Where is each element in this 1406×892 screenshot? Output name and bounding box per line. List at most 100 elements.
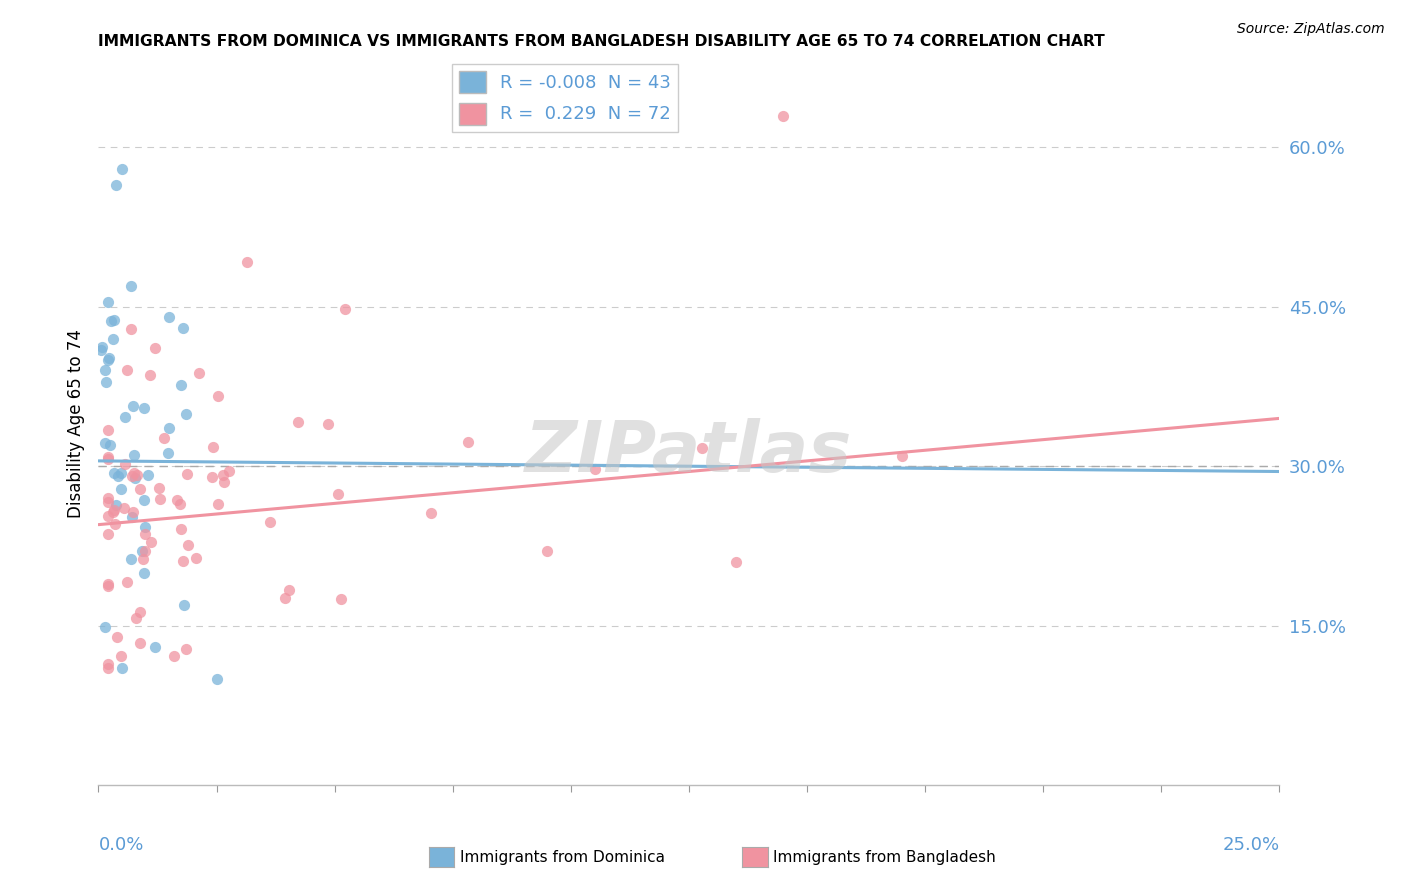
- Point: [163, 648, 186, 663]
- Point: [97, 423, 120, 437]
- Text: 25.0%: 25.0%: [1222, 836, 1279, 854]
- Point: [97, 491, 120, 505]
- Point: [201, 470, 224, 484]
- Point: [122, 399, 145, 413]
- Point: [212, 475, 235, 490]
- Y-axis label: Disability Age 65 to 74: Disability Age 65 to 74: [66, 329, 84, 518]
- Point: [107, 469, 129, 483]
- Point: [90, 340, 112, 354]
- Point: [97, 452, 120, 467]
- Point: [111, 161, 134, 176]
- Point: [103, 313, 125, 327]
- Point: [174, 407, 197, 421]
- Point: [103, 466, 125, 480]
- Point: [101, 332, 124, 346]
- Point: [128, 636, 150, 650]
- Point: [97, 660, 120, 674]
- Point: [157, 421, 180, 435]
- Point: [97, 508, 120, 523]
- Point: [419, 506, 441, 520]
- Text: Immigrants from Dominica: Immigrants from Dominica: [460, 850, 665, 864]
- Point: [94, 363, 117, 377]
- Point: [176, 538, 198, 552]
- Point: [120, 322, 142, 336]
- Point: [97, 657, 120, 671]
- Point: [97, 450, 120, 464]
- Point: [97, 526, 120, 541]
- Point: [274, 591, 297, 605]
- Point: [98, 438, 121, 452]
- Point: [725, 555, 748, 569]
- Point: [97, 353, 120, 368]
- Point: [110, 648, 132, 663]
- Point: [134, 527, 156, 541]
- Point: [122, 448, 145, 462]
- Point: [173, 598, 195, 612]
- Point: [124, 610, 146, 624]
- Point: [287, 415, 309, 429]
- Point: [94, 436, 117, 450]
- Point: [97, 351, 120, 366]
- Point: [316, 417, 339, 431]
- Point: [114, 458, 136, 472]
- Point: [132, 566, 155, 581]
- Point: [94, 620, 117, 634]
- Point: [205, 672, 228, 686]
- Point: [104, 498, 127, 512]
- Point: [97, 495, 120, 509]
- Point: [103, 502, 125, 516]
- Point: [169, 378, 191, 392]
- Point: [169, 522, 191, 536]
- Point: [139, 534, 162, 549]
- Point: [134, 520, 156, 534]
- Point: [129, 483, 152, 497]
- Point: [890, 449, 912, 463]
- Point: [110, 466, 132, 480]
- Point: [143, 640, 166, 654]
- Point: [139, 368, 162, 382]
- Point: [127, 468, 149, 483]
- Point: [157, 310, 180, 325]
- Point: [207, 497, 229, 511]
- Point: [112, 501, 135, 516]
- Point: [90, 343, 112, 358]
- Point: [115, 574, 138, 589]
- Point: [207, 389, 229, 403]
- Point: [105, 178, 128, 192]
- Text: IMMIGRANTS FROM DOMINICA VS IMMIGRANTS FROM BANGLADESH DISABILITY AGE 65 TO 74 C: IMMIGRANTS FROM DOMINICA VS IMMIGRANTS F…: [98, 34, 1105, 49]
- Point: [132, 551, 155, 566]
- Point: [124, 471, 146, 485]
- Point: [330, 591, 353, 606]
- Point: [145, 342, 167, 356]
- Point: [114, 409, 136, 424]
- Point: [184, 551, 207, 566]
- Point: [235, 254, 257, 268]
- Point: [104, 516, 127, 531]
- Point: [457, 434, 479, 449]
- Point: [111, 661, 134, 675]
- Point: [212, 467, 235, 482]
- Point: [187, 366, 209, 380]
- Point: [100, 314, 122, 328]
- Point: [122, 466, 145, 480]
- Point: [148, 481, 170, 495]
- Point: [101, 505, 124, 519]
- Point: [333, 301, 356, 316]
- Point: [121, 509, 143, 524]
- Point: [201, 440, 224, 454]
- Point: [172, 553, 194, 567]
- Point: [176, 467, 198, 482]
- Point: [105, 630, 128, 644]
- Text: ZIPatlas: ZIPatlas: [526, 418, 852, 487]
- Point: [218, 464, 240, 478]
- Point: [152, 431, 174, 445]
- Point: [97, 579, 120, 593]
- Text: 0.0%: 0.0%: [98, 836, 143, 854]
- Point: [97, 577, 120, 591]
- Text: Source: ZipAtlas.com: Source: ZipAtlas.com: [1237, 22, 1385, 37]
- Point: [115, 362, 138, 376]
- Point: [583, 462, 606, 476]
- Point: [121, 278, 143, 293]
- Point: [278, 583, 301, 598]
- Point: [536, 544, 558, 558]
